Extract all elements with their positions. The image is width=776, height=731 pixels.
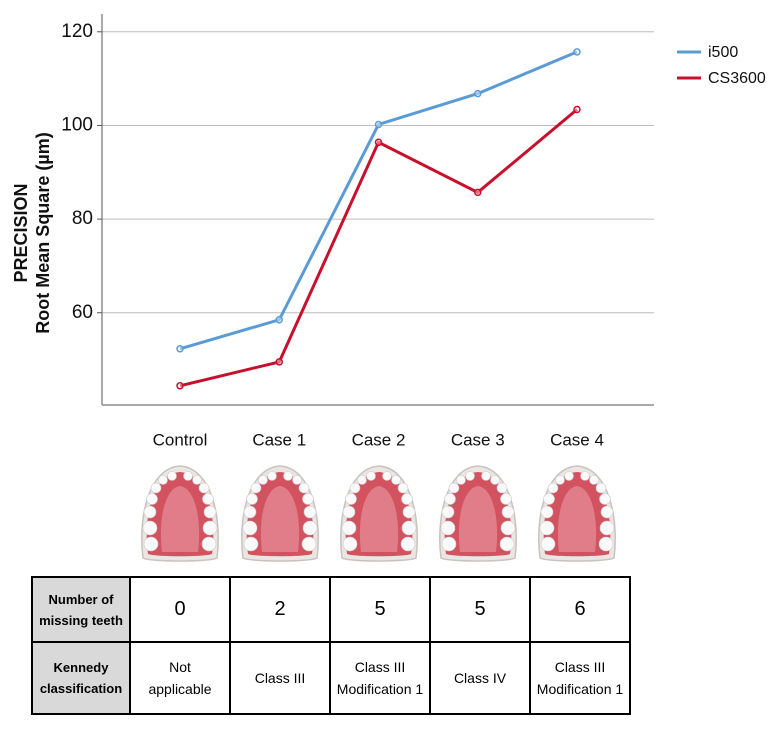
series-line	[179, 50, 578, 351]
x-category-label: Case 1	[252, 430, 306, 449]
y-tick-label: 80	[72, 208, 93, 229]
cell: 6	[529, 576, 631, 643]
cell: Not applicable	[129, 641, 231, 715]
cell: 5	[429, 576, 531, 643]
arch-image	[141, 465, 219, 562]
y-tick-label: 100	[61, 114, 93, 135]
y-label-line: Root Mean Square (µm)	[33, 132, 53, 333]
point	[275, 358, 283, 366]
point	[176, 382, 184, 390]
row-header: Kennedy classification	[31, 641, 131, 715]
series-line	[179, 108, 578, 388]
cell: Class III	[229, 641, 331, 715]
point	[275, 316, 283, 324]
point	[474, 188, 482, 197]
x-category-label: Control	[153, 430, 208, 449]
point	[573, 48, 581, 56]
x-category-label: Case 4	[550, 430, 604, 449]
cell: Class III Modification 1	[329, 641, 431, 715]
point	[374, 120, 383, 129]
legend-label: CS3600	[708, 70, 766, 87]
arch-image	[241, 465, 319, 562]
point	[176, 345, 184, 353]
chart: PRECISION Root Mean Square (µm) 60 80 100 1…	[11, 14, 766, 562]
info-table: Number of missing teeth 0 2 5 5 6 Kenned…	[31, 576, 631, 715]
cell: 2	[229, 576, 331, 643]
point	[474, 89, 482, 98]
arch-image	[340, 465, 418, 562]
cell: Class IV	[429, 641, 531, 715]
point	[374, 138, 383, 147]
y-tick-label: 120	[61, 21, 93, 42]
y-axis-label: PRECISION Root Mean Square (µm)	[11, 132, 53, 333]
y-tick-label: 60	[72, 302, 93, 323]
x-category-label: Case 2	[352, 430, 406, 449]
arch-image	[439, 465, 517, 562]
x-category-label: Case 3	[451, 430, 505, 449]
point	[573, 105, 581, 114]
table-row: Kennedy classification Not applicable Cl…	[31, 641, 631, 715]
table-row: Number of missing teeth 0 2 5 5 6	[31, 576, 631, 643]
y-label-line: PRECISION	[11, 183, 31, 282]
arch-image	[538, 465, 616, 562]
cell: 0	[129, 576, 231, 643]
legend-label: i500	[708, 44, 738, 61]
cell: Class III Modification 1	[529, 641, 631, 715]
row-header: Number of missing teeth	[31, 576, 131, 643]
cell: 5	[329, 576, 431, 643]
